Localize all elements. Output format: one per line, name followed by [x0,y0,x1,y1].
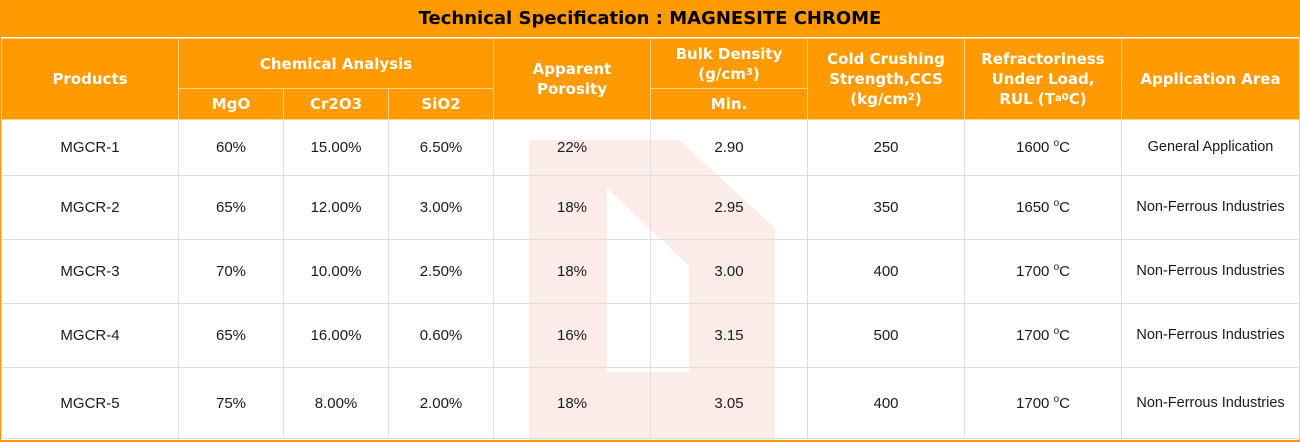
cell-cr2o3: 15.00% [283,119,389,176]
table-title: Technical Specification : MAGNESITE CHRO… [1,0,1299,38]
header-chemical-analysis: Chemical Analysis [178,38,494,89]
cell-cr2o3: 12.00% [283,175,389,240]
table-row: MGCR-2 65% 12.00% 3.00% 18% 2.95 350 165… [1,175,1300,240]
cell-ccs: 400 [807,239,965,304]
header-application-area: Application Area [1121,38,1300,120]
cell-sio2: 2.50% [388,239,494,304]
cell-application: Non-Ferrous Industries [1121,303,1300,368]
cell-application: General Application [1121,119,1300,176]
cell-product: MGCR-4 [1,303,179,368]
header-bulk-density: Bulk Density (g/cm3) [650,38,808,89]
cell-density: 3.15 [650,303,808,368]
cell-porosity: 18% [493,175,651,240]
cell-sio2: 3.00% [388,175,494,240]
cell-application: Non-Ferrous Industries [1121,175,1300,240]
cell-rul: 1650 oC [964,175,1122,240]
cell-rul: 1700 oC [964,239,1122,304]
cell-mgo: 60% [178,119,284,176]
cell-porosity: 18% [493,239,651,304]
header-apparent-porosity: Apparent Porosity [493,38,651,120]
header-mgo: MgO [178,88,284,120]
table-row: MGCR-1 60% 15.00% 6.50% 22% 2.90 250 160… [1,119,1300,176]
header-ccs: Cold Crushing Strength,CCS (kg/cm2) [807,38,965,120]
cell-sio2: 0.60% [388,303,494,368]
cell-mgo: 70% [178,239,284,304]
cell-cr2o3: 10.00% [283,239,389,304]
cell-application: Non-Ferrous Industries [1121,367,1300,439]
cell-rul: 1600 oC [964,119,1122,176]
header-rul: Refractoriness Under Load, RUL (Ta0C) [964,38,1122,120]
header-products: Products [1,38,179,120]
cell-porosity: 16% [493,303,651,368]
cell-ccs: 400 [807,367,965,439]
cell-product: MGCR-3 [1,239,179,304]
spec-table: Products Chemical Analysis Apparent Poro… [1,38,1300,439]
cell-product: MGCR-2 [1,175,179,240]
header-cr2o3: Cr2O3 [283,88,389,120]
cell-mgo: 65% [178,175,284,240]
header-sio2: SiO2 [388,88,494,120]
cell-density: 2.95 [650,175,808,240]
cell-density: 3.00 [650,239,808,304]
cell-sio2: 6.50% [388,119,494,176]
cell-cr2o3: 16.00% [283,303,389,368]
cell-porosity: 18% [493,367,651,439]
cell-ccs: 500 [807,303,965,368]
cell-product: MGCR-5 [1,367,179,439]
cell-application: Non-Ferrous Industries [1121,239,1300,304]
table-row: MGCR-3 70% 10.00% 2.50% 18% 3.00 400 170… [1,239,1300,304]
header-bulk-density-min: Min. [650,88,808,120]
cell-ccs: 350 [807,175,965,240]
cell-cr2o3: 8.00% [283,367,389,439]
cell-rul: 1700 oC [964,367,1122,439]
cell-density: 2.90 [650,119,808,176]
cell-porosity: 22% [493,119,651,176]
cell-ccs: 250 [807,119,965,176]
cell-sio2: 2.00% [388,367,494,439]
cell-mgo: 65% [178,303,284,368]
table-row: MGCR-4 65% 16.00% 0.60% 16% 3.15 500 170… [1,303,1300,368]
cell-mgo: 75% [178,367,284,439]
table-row: MGCR-5 75% 8.00% 2.00% 18% 3.05 400 1700… [1,367,1300,439]
cell-product: MGCR-1 [1,119,179,176]
cell-density: 3.05 [650,367,808,439]
cell-rul: 1700 oC [964,303,1122,368]
